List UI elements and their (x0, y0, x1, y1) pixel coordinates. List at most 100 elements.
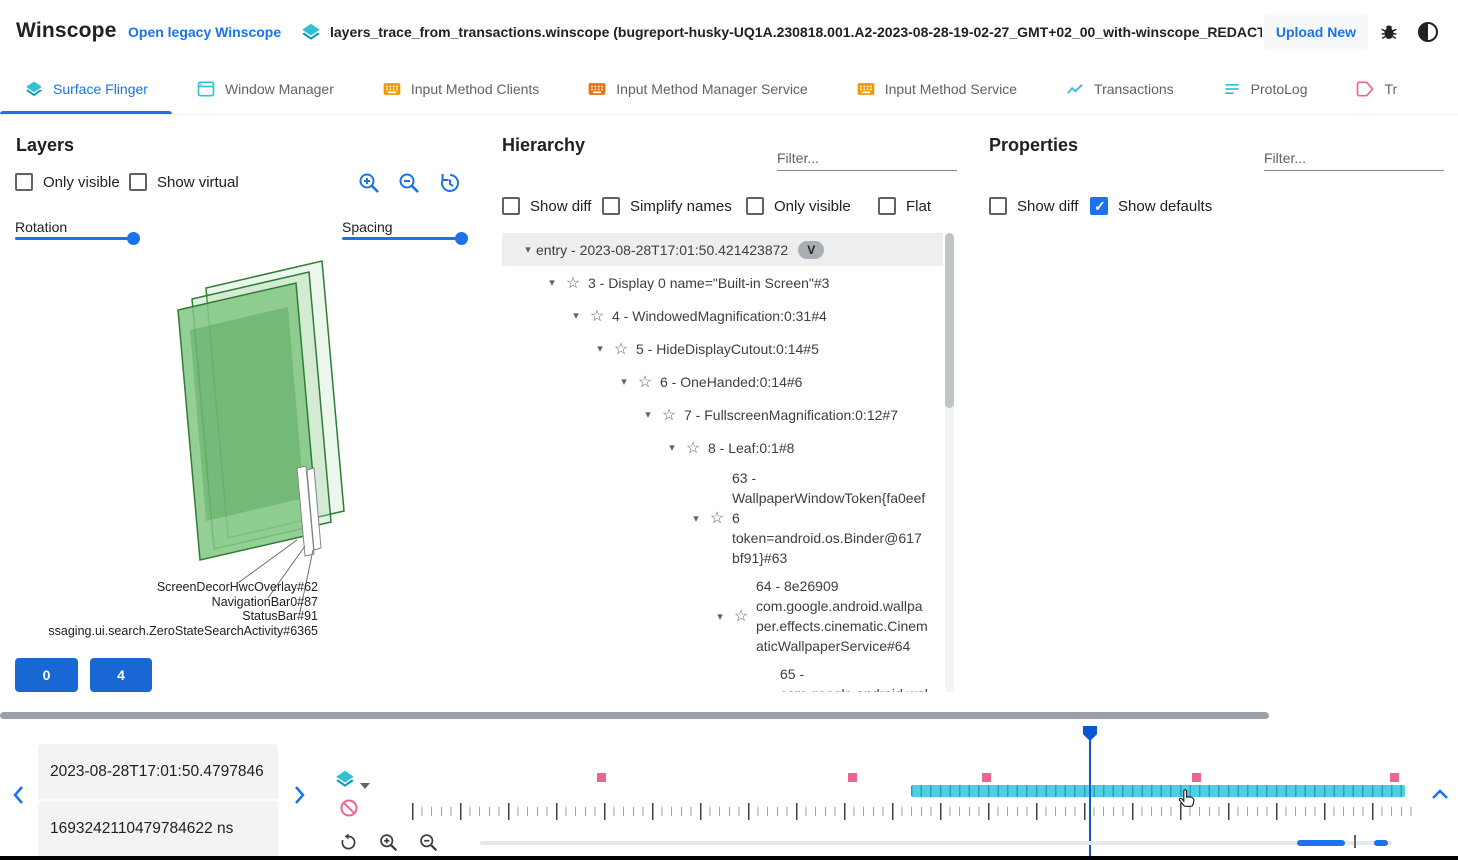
tab-input-method-service[interactable]: Input Method Service (832, 64, 1041, 114)
layers-3d-scene[interactable] (0, 255, 480, 635)
timeline-zoom-out-icon[interactable] (418, 832, 439, 858)
checkbox-icon[interactable] (15, 173, 33, 191)
simplify-names-checkbox[interactable]: Simplify names (602, 197, 732, 215)
next-entry-icon[interactable] (290, 783, 308, 812)
chevron-down-icon[interactable]: ▾ (597, 343, 603, 355)
tab-protolog[interactable]: ProtoLog (1198, 64, 1332, 114)
surface-flinger-trace-band[interactable] (911, 785, 1405, 797)
event-marker[interactable] (597, 773, 606, 782)
flat-checkbox[interactable]: Flat (878, 197, 931, 215)
star-icon[interactable]: ☆ (733, 608, 749, 625)
timestamp-human-field[interactable]: 2023-08-28T17:01:50.4797846 (38, 744, 278, 799)
chevron-down-icon[interactable]: ▾ (573, 310, 579, 322)
layer-rect-inner (190, 307, 304, 521)
star-icon[interactable]: ☆ (661, 406, 677, 424)
star-icon[interactable]: ☆ (589, 307, 605, 325)
chevron-down-icon[interactable]: ▾ (717, 610, 723, 623)
reset-view-icon[interactable] (437, 171, 461, 200)
layer-sliver-2 (306, 467, 322, 551)
timeline-mini-scrollbar[interactable] (480, 841, 1392, 845)
chevron-down-icon[interactable]: ▾ (669, 442, 675, 454)
active-trace-layers-icon[interactable] (334, 768, 356, 795)
chevron-down-icon[interactable]: ▾ (693, 512, 699, 525)
timeline-ruler[interactable] (412, 799, 1412, 821)
checkbox-icon[interactable] (602, 197, 620, 215)
hierarchy-filter-input[interactable] (777, 145, 957, 171)
star-icon[interactable]: ☆ (613, 340, 629, 358)
timestamp-ns-field[interactable]: 1693242110479784622 ns (38, 801, 278, 856)
timeline-refresh-icon[interactable] (338, 832, 359, 858)
tree-node-fullscreen-magnification[interactable]: ▾ ☆ 7 - FullscreenMagnification:0:12#7 (502, 398, 943, 431)
hierarchy-panel-title: Hierarchy (502, 135, 586, 155)
display-4-button[interactable]: 4 (90, 658, 152, 692)
rotation-label: Rotation (15, 219, 68, 235)
spacing-label: Spacing (342, 219, 393, 235)
tab-input-method-manager-service[interactable]: Input Method Manager Service (563, 64, 831, 114)
chevron-down-icon[interactable]: ▾ (645, 409, 651, 421)
event-marker[interactable] (1192, 773, 1201, 782)
checkbox-icon[interactable] (878, 197, 896, 215)
checkbox-icon[interactable] (502, 197, 520, 215)
event-marker[interactable] (848, 773, 857, 782)
tab-transactions[interactable]: Transactions (1041, 64, 1198, 114)
spacing-slider-handle[interactable] (455, 232, 468, 245)
timeline-cursor-line (1089, 726, 1091, 859)
star-icon[interactable]: ☆ (685, 439, 701, 457)
trace-selector-dropdown-icon[interactable] (360, 783, 370, 789)
rotation-slider[interactable] (15, 232, 140, 245)
timeline-zoom-in-icon[interactable] (378, 832, 399, 858)
no-trace-blocked-icon[interactable] (339, 798, 359, 823)
open-legacy-link[interactable]: Open legacy Winscope (128, 24, 282, 40)
tab-window-manager[interactable]: Window Manager (172, 64, 358, 114)
show-virtual-checkbox[interactable]: Show virtual (129, 173, 239, 191)
star-icon[interactable]: ☆ (637, 373, 653, 391)
tab-transitions[interactable]: Tr (1331, 64, 1421, 114)
rotation-slider-handle[interactable] (127, 232, 140, 245)
mini-scrollbar-thumb[interactable] (1297, 840, 1345, 846)
mini-scrollbar-thumb[interactable] (1374, 840, 1388, 846)
tree-node-cinematic-wallpaper-service-65[interactable]: ▾ ☆ 65 - com.google.android.wallpaper.ef… (780, 666, 928, 692)
properties-filter-input[interactable] (1264, 145, 1444, 171)
tree-node-windowed-magnification[interactable]: ▾ ☆ 4 - WindowedMagnification:0:31#4 (502, 299, 943, 332)
tree-node-hide-display-cutout[interactable]: ▾ ☆ 5 - HideDisplayCutout:0:14#5 (502, 332, 943, 365)
hierarchy-show-diff-checkbox[interactable]: Show diff (502, 197, 591, 215)
display-0-button[interactable]: 0 (15, 658, 78, 692)
chart-icon (1067, 84, 1083, 94)
timeline-cursor-handle[interactable] (1083, 726, 1097, 741)
scrollbar-thumb[interactable] (945, 233, 954, 408)
tree-node-entry[interactable]: ▾ entry - 2023-08-28T17:01:50.421423872 … (502, 233, 943, 266)
trace-tab-bar: Surface Flinger Window Manager Input Met… (0, 64, 1458, 115)
checkbox-icon[interactable] (989, 197, 1007, 215)
dark-mode-toggle-icon[interactable] (1416, 20, 1440, 44)
checkbox-icon[interactable] (129, 173, 147, 191)
star-icon[interactable]: ☆ (565, 274, 581, 292)
tree-node-wallpaper-window-token[interactable]: ▾ ☆ 63 - WallpaperWindowToken{fa0eef6 to… (502, 464, 943, 572)
upload-new-button[interactable]: Upload New (1263, 15, 1368, 49)
zoom-out-icon[interactable] (397, 171, 421, 200)
tree-node-one-handed[interactable]: ▾ ☆ 6 - OneHanded:0:14#6 (502, 365, 943, 398)
spacing-slider[interactable] (342, 232, 468, 245)
properties-show-diff-checkbox[interactable]: Show diff (989, 197, 1078, 215)
event-marker[interactable] (982, 773, 991, 782)
chevron-down-icon[interactable]: ▾ (549, 277, 555, 289)
checkbox-checked-icon[interactable] (1090, 197, 1108, 215)
tree-node-leaf[interactable]: ▾ ☆ 8 - Leaf:0:1#8 (502, 431, 943, 464)
panel-resize-divider[interactable] (0, 712, 1269, 719)
checkbox-icon[interactable] (746, 197, 764, 215)
collapse-timeline-icon[interactable] (1429, 786, 1451, 809)
hierarchy-only-visible-checkbox[interactable]: Only visible (746, 197, 851, 215)
tab-input-method-clients[interactable]: Input Method Clients (358, 64, 563, 114)
show-defaults-checkbox[interactable]: Show defaults (1090, 197, 1212, 215)
bug-report-icon[interactable] (1378, 21, 1400, 43)
event-marker[interactable] (1390, 773, 1399, 782)
chevron-down-icon[interactable]: ▾ (525, 244, 531, 256)
prev-entry-icon[interactable] (10, 783, 28, 812)
tab-surface-flinger[interactable]: Surface Flinger (0, 64, 172, 114)
tree-node-cinematic-wallpaper-service-64[interactable]: ▾ ☆ 64 - 8e26909 com.google.android.wall… (502, 572, 943, 660)
star-icon[interactable]: ☆ (709, 510, 725, 527)
only-visible-checkbox[interactable]: Only visible (15, 173, 120, 191)
zoom-in-icon[interactable] (357, 171, 381, 200)
tree-node-display[interactable]: ▾ ☆ 3 - Display 0 name="Built-in Screen"… (502, 266, 943, 299)
chevron-down-icon[interactable]: ▾ (621, 376, 627, 388)
hierarchy-scrollbar[interactable] (945, 233, 954, 692)
